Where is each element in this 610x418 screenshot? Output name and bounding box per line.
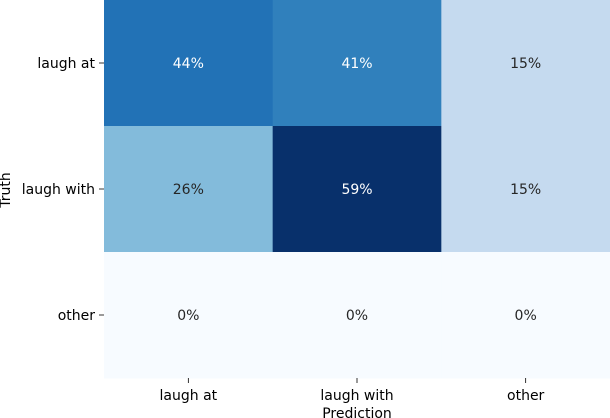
y-axis-title: Truth: [0, 172, 14, 209]
heatmap-cell-label: 59%: [341, 182, 372, 198]
heatmap-cell-label: 0%: [515, 308, 537, 324]
x-tick-label: other: [507, 388, 545, 404]
heatmap-cell-label: 44%: [173, 56, 204, 72]
heatmap-cell: [441, 0, 610, 127]
heatmap-cell-label: 41%: [341, 56, 372, 72]
heatmap-cell-label: 0%: [346, 308, 368, 324]
y-tick-label: laugh at: [37, 56, 95, 72]
x-axis-ticks: laugh at laugh with other: [160, 378, 545, 404]
y-tick-label: other: [58, 308, 96, 324]
heatmap-cell-label: 15%: [510, 56, 541, 72]
heatmap-cell-label: 26%: [173, 182, 204, 198]
heatmap-cell: [272, 252, 442, 379]
heatmap-cell: [104, 0, 274, 127]
y-tick-label: laugh with: [22, 182, 95, 198]
x-axis-title: Prediction: [322, 406, 392, 418]
heatmap-cell: [441, 252, 610, 379]
heatmap-cell: [272, 126, 442, 253]
x-tick-label: laugh with: [320, 388, 393, 404]
heatmap-cell: [441, 126, 610, 253]
heatmap-cell-label: 15%: [510, 182, 541, 198]
x-tick-label: laugh at: [160, 388, 218, 404]
heatmap-cell: [272, 0, 442, 127]
heatmap-cell: [104, 126, 274, 253]
heatmap-cells: [104, 0, 610, 379]
heatmap-cell: [104, 252, 274, 379]
heatmap-cell-labels: 44% 41% 15% 26% 59% 15% 0% 0% 0%: [173, 56, 541, 324]
y-axis-ticks: laugh at laugh with other: [22, 56, 104, 324]
heatmap-cell-label: 0%: [177, 308, 199, 324]
